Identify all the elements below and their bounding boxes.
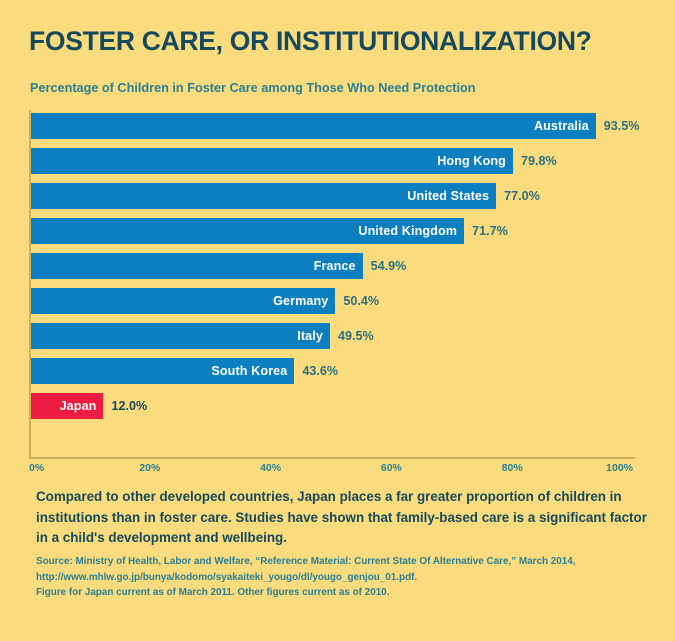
bar-row: Australia 93.5%	[31, 113, 639, 139]
bar-germany: Germany	[31, 288, 336, 314]
bar-south-korea: South Korea	[31, 358, 295, 384]
bar-country-label: Italy	[297, 329, 323, 343]
bar-chart: Australia 93.5% Hong Kong 79.8% United State…	[29, 110, 639, 474]
bar-country-label: United States	[407, 189, 490, 203]
bar-row: Germany 50.4%	[31, 288, 635, 314]
description-paragraph: Compared to other developed countries, J…	[36, 489, 647, 545]
bar-country-label: France	[313, 259, 356, 273]
page-subtitle: Percentage of Children in Foster Care am…	[30, 81, 476, 95]
bar-country-label: Germany	[273, 294, 329, 308]
bar-country-label: Hong Kong	[437, 154, 506, 168]
bar-row: Hong Kong 79.8%	[31, 148, 635, 174]
bar-country-label: United Kingdom	[358, 224, 458, 238]
x-tick-80: 80%	[501, 462, 523, 474]
bar-france: France	[31, 253, 363, 279]
bar-hong-kong: Hong Kong	[31, 148, 513, 174]
source-line-url: http://www.mhlw.go.jp/bunya/kodomo/syaka…	[36, 571, 418, 583]
x-tick-0: 0%	[29, 462, 45, 474]
bar-row: Italy 49.5%	[31, 323, 635, 349]
bar-japan: Japan	[31, 393, 104, 419]
bar-italy: Italy	[31, 323, 330, 349]
chart-y-axis-line	[29, 110, 31, 458]
bar-country-label: Japan	[59, 399, 97, 413]
x-axis-tick-labels: 0% 20% 40% 60% 80% 100%	[29, 462, 635, 478]
bar-united-states: United States	[31, 183, 497, 209]
source-line-citation: Source: Ministry of Health, Labor and We…	[36, 556, 576, 567]
bar-value-label: 93.5%	[603, 119, 640, 133]
source-note: Source: Ministry of Health, Labor and We…	[36, 554, 656, 601]
bar-row: United Kingdom 71.7%	[31, 218, 635, 244]
source-line-note: Figure for Japan current as of March 201…	[36, 587, 390, 599]
bar-value-label: 50.4%	[343, 294, 380, 308]
bar-australia: Australia	[31, 113, 596, 139]
x-tick-100: 100%	[606, 462, 633, 474]
chart-x-axis-line	[29, 457, 635, 459]
bar-united-kingdom: United Kingdom	[31, 218, 465, 244]
bar-value-label: 54.9%	[370, 259, 407, 273]
bar-value-label: 49.5%	[337, 329, 374, 343]
bar-value-label: 12.0%	[111, 399, 148, 413]
x-tick-40: 40%	[260, 462, 282, 474]
bar-value-label: 79.8%	[520, 154, 557, 168]
x-tick-60: 60%	[380, 462, 402, 474]
bar-row: South Korea 43.6%	[31, 358, 635, 384]
bar-country-label: South Korea	[211, 364, 288, 378]
bar-row: Japan 12.0%	[31, 393, 635, 419]
x-tick-20: 20%	[139, 462, 161, 474]
bar-value-label: 77.0%	[504, 189, 540, 203]
bar-country-label: Australia	[533, 119, 589, 133]
page-title: FOSTER CARE, OR INSTITUTIONALIZATION?	[29, 26, 592, 56]
bar-value-label: 71.7%	[472, 224, 508, 238]
bar-row: United States 77.0%	[31, 183, 635, 209]
bar-value-label: 43.6%	[302, 364, 339, 378]
bar-rows-container: Australia 93.5% Hong Kong 79.8% United State…	[31, 113, 639, 428]
bar-row: France 54.9%	[31, 253, 635, 279]
